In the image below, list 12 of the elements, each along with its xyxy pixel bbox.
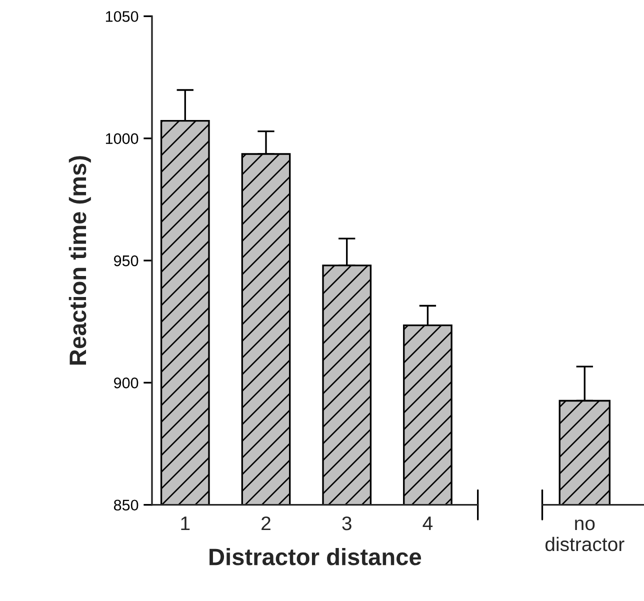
x-tick-label: 4 (422, 516, 433, 530)
y-tick-label: 1000 (106, 133, 138, 144)
x-tick-label: no distractor (545, 520, 624, 552)
y-tick-label: 1050 (106, 11, 138, 22)
x-axis-title: Distractor distance (210, 548, 422, 566)
y-tick-label: 950 (114, 255, 138, 266)
x-tick-label: 2 (262, 516, 270, 530)
y-tick-label: 900 (114, 378, 138, 388)
y-tick-label: 850 (114, 500, 138, 511)
y-axis-title: Reaction time (ms) (68, 156, 91, 365)
x-tick-label: 1 (181, 516, 190, 530)
x-tick-label: 3 (342, 516, 352, 530)
